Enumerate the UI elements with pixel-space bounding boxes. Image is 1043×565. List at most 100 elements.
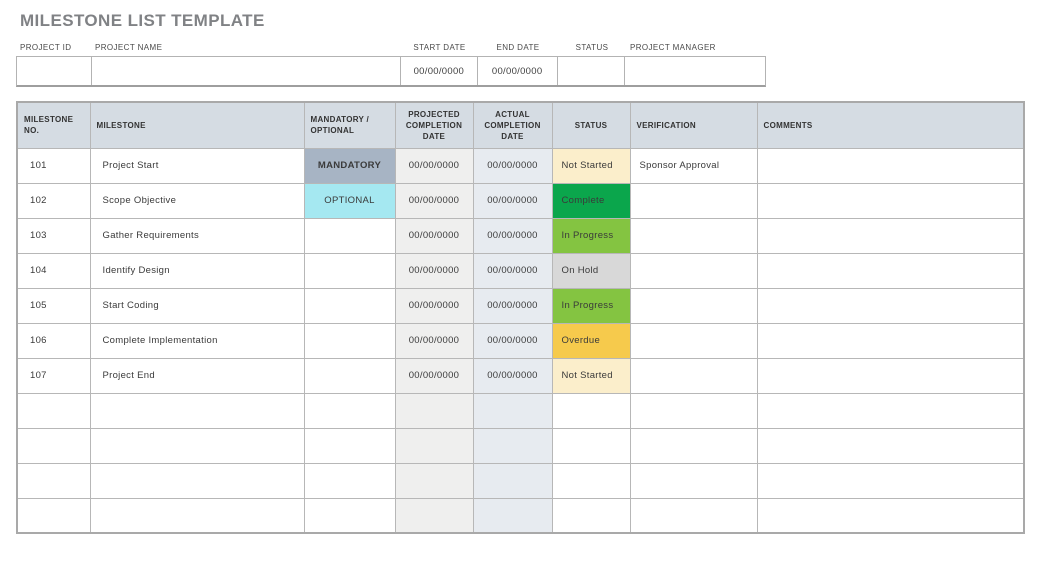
- comments-cell[interactable]: [756, 182, 1025, 219]
- actual-date-cell[interactable]: [472, 392, 553, 429]
- header-actual-completion-date: ACTUAL COMPLETION DATE: [472, 101, 553, 149]
- verification-cell[interactable]: [629, 252, 758, 289]
- comments-cell[interactable]: [756, 462, 1025, 499]
- start-date-cell[interactable]: 00/00/0000: [401, 57, 478, 85]
- verification-cell[interactable]: [629, 287, 758, 324]
- actual-date-cell[interactable]: [472, 497, 553, 534]
- status-cell[interactable]: [551, 392, 631, 429]
- project-info-section: PROJECT ID PROJECT NAME START DATE END D…: [16, 43, 766, 87]
- mandatory-optional-cell[interactable]: OPTIONAL: [303, 182, 396, 219]
- comments-cell[interactable]: [756, 322, 1025, 359]
- verification-cell[interactable]: [629, 497, 758, 534]
- actual-date-cell[interactable]: 00/00/0000: [472, 217, 553, 254]
- end-date-cell[interactable]: 00/00/0000: [478, 57, 558, 85]
- milestone-cell[interactable]: Project Start: [89, 147, 305, 184]
- milestone-cell[interactable]: [89, 392, 305, 429]
- projected-date-cell[interactable]: [394, 427, 474, 464]
- status-cell[interactable]: In Progress: [551, 217, 631, 254]
- status-cell[interactable]: [551, 497, 631, 534]
- comments-cell[interactable]: [756, 147, 1025, 184]
- verification-cell[interactable]: [629, 182, 758, 219]
- mandatory-optional-cell[interactable]: [303, 497, 396, 534]
- status-cell[interactable]: Not Started: [551, 147, 631, 184]
- projected-date-cell[interactable]: [394, 497, 474, 534]
- verification-cell[interactable]: [629, 462, 758, 499]
- mandatory-optional-cell[interactable]: [303, 462, 396, 499]
- milestone-cell[interactable]: Start Coding: [89, 287, 305, 324]
- verification-cell[interactable]: Sponsor Approval: [629, 147, 758, 184]
- milestone-no-cell[interactable]: 105: [16, 287, 91, 324]
- milestone-cell[interactable]: Project End: [89, 357, 305, 394]
- mandatory-optional-cell[interactable]: [303, 217, 396, 254]
- milestone-cell[interactable]: Scope Objective: [89, 182, 305, 219]
- actual-date-cell[interactable]: 00/00/0000: [472, 322, 553, 359]
- verification-cell[interactable]: [629, 217, 758, 254]
- mandatory-optional-cell[interactable]: MANDATORY: [303, 147, 396, 184]
- mandatory-optional-cell[interactable]: [303, 392, 396, 429]
- comments-cell[interactable]: [756, 357, 1025, 394]
- actual-date-cell[interactable]: [472, 462, 553, 499]
- milestone-cell[interactable]: Identify Design: [89, 252, 305, 289]
- actual-date-cell[interactable]: 00/00/0000: [472, 147, 553, 184]
- status-cell[interactable]: In Progress: [551, 287, 631, 324]
- comments-cell[interactable]: [756, 427, 1025, 464]
- actual-date-cell[interactable]: 00/00/0000: [472, 287, 553, 324]
- status-cell[interactable]: Complete: [551, 182, 631, 219]
- mandatory-optional-cell[interactable]: [303, 252, 396, 289]
- table-row: [16, 462, 1025, 499]
- milestone-no-cell[interactable]: [16, 497, 91, 534]
- milestone-cell[interactable]: [89, 462, 305, 499]
- comments-cell[interactable]: [756, 252, 1025, 289]
- verification-cell[interactable]: [629, 322, 758, 359]
- status-cell[interactable]: [551, 427, 631, 464]
- verification-cell[interactable]: [629, 357, 758, 394]
- milestone-no-cell[interactable]: [16, 427, 91, 464]
- actual-date-cell[interactable]: [472, 427, 553, 464]
- mandatory-optional-cell[interactable]: [303, 287, 396, 324]
- mandatory-optional-cell[interactable]: [303, 357, 396, 394]
- comments-cell[interactable]: [756, 217, 1025, 254]
- header-comments: COMMENTS: [756, 101, 1025, 149]
- comments-cell[interactable]: [756, 287, 1025, 324]
- milestone-no-cell[interactable]: [16, 392, 91, 429]
- project-name-cell[interactable]: [92, 57, 401, 85]
- comments-cell[interactable]: [756, 497, 1025, 534]
- status-cell[interactable]: Overdue: [551, 322, 631, 359]
- project-status-cell[interactable]: [558, 57, 626, 85]
- milestone-cell[interactable]: Complete Implementation: [89, 322, 305, 359]
- milestone-no-cell[interactable]: 107: [16, 357, 91, 394]
- projected-date-cell[interactable]: [394, 392, 474, 429]
- milestone-cell[interactable]: [89, 497, 305, 534]
- projected-date-cell[interactable]: 00/00/0000: [394, 322, 474, 359]
- mandatory-optional-cell[interactable]: [303, 427, 396, 464]
- project-name-label: PROJECT NAME: [95, 43, 163, 52]
- mandatory-optional-cell[interactable]: [303, 322, 396, 359]
- milestone-no-cell[interactable]: 104: [16, 252, 91, 289]
- projected-date-cell[interactable]: 00/00/0000: [394, 287, 474, 324]
- actual-date-cell[interactable]: 00/00/0000: [472, 182, 553, 219]
- projected-date-cell[interactable]: 00/00/0000: [394, 147, 474, 184]
- milestone-no-cell[interactable]: 106: [16, 322, 91, 359]
- milestone-cell[interactable]: [89, 427, 305, 464]
- project-manager-cell[interactable]: [625, 57, 765, 85]
- status-cell[interactable]: [551, 462, 631, 499]
- projected-date-cell[interactable]: 00/00/0000: [394, 217, 474, 254]
- status-cell[interactable]: Not Started: [551, 357, 631, 394]
- comments-cell[interactable]: [756, 392, 1025, 429]
- projected-date-cell[interactable]: 00/00/0000: [394, 182, 474, 219]
- milestone-no-cell[interactable]: 101: [16, 147, 91, 184]
- verification-cell[interactable]: [629, 427, 758, 464]
- milestone-cell[interactable]: Gather Requirements: [89, 217, 305, 254]
- milestone-no-cell[interactable]: 103: [16, 217, 91, 254]
- projected-date-cell[interactable]: [394, 462, 474, 499]
- actual-date-cell[interactable]: 00/00/0000: [472, 252, 553, 289]
- status-cell[interactable]: On Hold: [551, 252, 631, 289]
- milestone-no-cell[interactable]: [16, 462, 91, 499]
- actual-date-cell[interactable]: 00/00/0000: [472, 357, 553, 394]
- projected-date-cell[interactable]: 00/00/0000: [394, 357, 474, 394]
- milestone-no-cell[interactable]: 102: [16, 182, 91, 219]
- verification-cell[interactable]: [629, 392, 758, 429]
- projected-date-cell[interactable]: 00/00/0000: [394, 252, 474, 289]
- project-id-cell[interactable]: [17, 57, 92, 85]
- milestone-table-body: 101 Project Start MANDATORY 00/00/0000 00/00…: [16, 147, 1025, 534]
